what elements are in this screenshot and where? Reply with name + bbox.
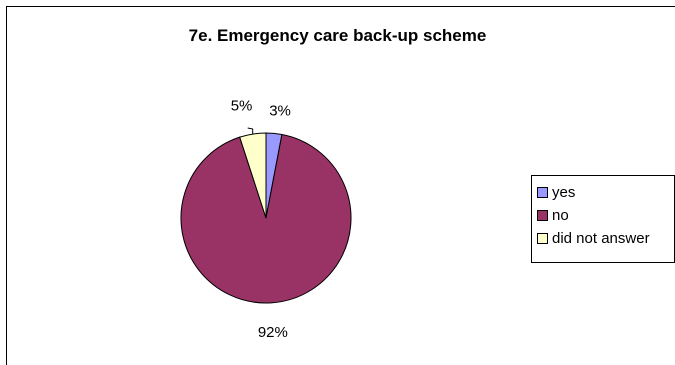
data-label-yes: 3%: [269, 102, 291, 119]
legend-item-yes: yes: [537, 181, 674, 204]
legend-swatch-did-not-answer: [537, 233, 548, 244]
data-label-no: 92%: [258, 324, 288, 341]
legend-label-yes: yes: [552, 184, 576, 201]
pie-slice-no: [180, 133, 352, 304]
legend: yes no did not answer: [531, 175, 675, 263]
legend-swatch-no: [537, 210, 548, 221]
chart-title: 7e. Emergency care back-up scheme: [188, 26, 487, 45]
legend-swatch-yes: [537, 187, 548, 198]
leader-line-did-not-answer: [247, 127, 254, 135]
legend-item-did-not-answer: did not answer: [537, 227, 674, 250]
data-label-did-not-answer: 5%: [231, 97, 253, 114]
legend-label-did-not-answer: did not answer: [552, 230, 650, 247]
legend-item-no: no: [537, 204, 674, 227]
legend-label-no: no: [552, 207, 569, 224]
